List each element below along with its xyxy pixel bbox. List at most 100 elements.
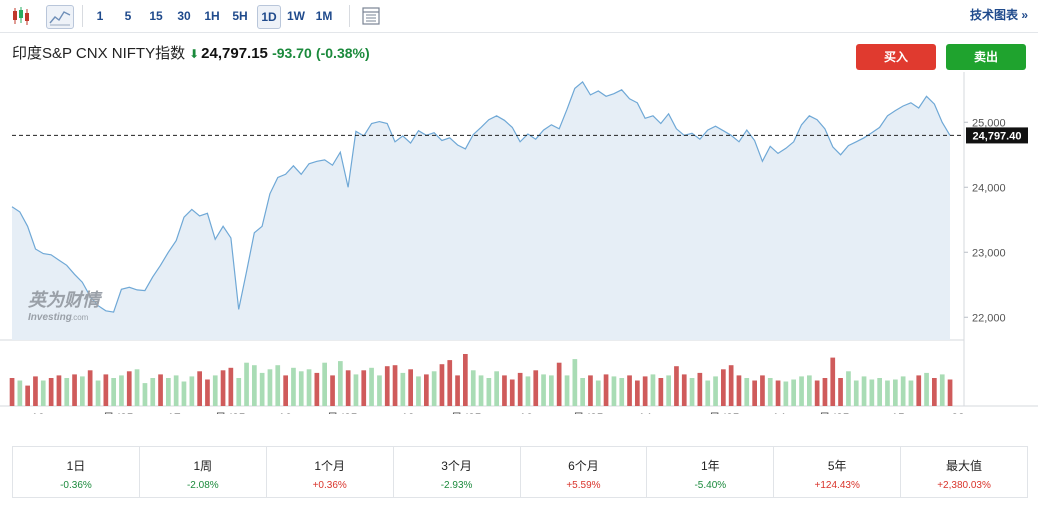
period-1m[interactable]: 1M xyxy=(315,9,333,23)
volume-bar xyxy=(635,380,640,406)
volume-bar xyxy=(80,376,85,406)
volume-bar xyxy=(439,364,445,406)
volume-bar xyxy=(181,381,187,406)
volume-bar xyxy=(502,375,507,406)
volume-bar xyxy=(291,367,296,406)
perf-cell[interactable]: 1个月 +0.36% xyxy=(267,447,394,497)
price-line xyxy=(11,80,951,313)
period-1h[interactable]: 1H xyxy=(204,9,220,23)
perf-value: +2,380.03% xyxy=(937,480,991,491)
volume-bar xyxy=(283,375,288,406)
volume-bar xyxy=(713,376,718,406)
volume-bar xyxy=(111,378,116,406)
y-tick-label: 22,000 xyxy=(972,312,1006,324)
volume-bar xyxy=(392,365,398,406)
volume-bar xyxy=(564,375,570,406)
period-30min[interactable]: 30 xyxy=(177,9,191,23)
period-1d[interactable]: 1D xyxy=(257,5,281,29)
perf-value: -2.08% xyxy=(186,480,219,491)
volume-bar xyxy=(642,376,648,406)
watermark-cn: 英为财情 xyxy=(28,290,103,310)
volume-bar xyxy=(588,375,593,406)
table-view-icon[interactable] xyxy=(360,5,386,27)
volume-bar xyxy=(119,375,124,406)
volume-bar xyxy=(33,376,38,406)
technical-chart-link[interactable]: 技术图表 » xyxy=(970,6,1028,23)
volume-bar xyxy=(478,375,484,406)
buy-button[interactable]: 买入 xyxy=(856,44,936,70)
perf-cell[interactable]: 5年 +124.43% xyxy=(774,447,902,497)
perf-cell[interactable]: 最大值 +2,380.03% xyxy=(901,447,1027,497)
volume-bar xyxy=(869,379,875,406)
volume-bar xyxy=(197,371,202,406)
volume-bar xyxy=(853,380,859,406)
candlestick-icon[interactable] xyxy=(8,5,34,27)
x-tick-label: 14 xyxy=(638,411,652,414)
volume-bar xyxy=(72,374,77,406)
volume-bar xyxy=(330,375,335,406)
volume-bar xyxy=(400,372,406,406)
volume-bar xyxy=(189,376,195,406)
perf-value: -0.36% xyxy=(60,480,92,491)
period-1w[interactable]: 1W xyxy=(287,9,305,23)
volume-bar xyxy=(807,375,812,406)
period-15min[interactable]: 15 xyxy=(149,9,163,23)
perf-label: 1周 xyxy=(193,459,213,473)
volume-bar xyxy=(56,375,62,406)
volume-bar xyxy=(345,370,351,406)
x-tick-label: 19 xyxy=(401,411,415,414)
volume-bar xyxy=(939,374,945,406)
volume-bar xyxy=(205,379,210,406)
perf-label: 5年 xyxy=(827,459,847,473)
x-tick-label: 17 xyxy=(167,411,181,414)
perf-label: 1日 xyxy=(66,459,86,473)
volume-bar xyxy=(424,374,429,406)
perf-value: -5.40% xyxy=(694,480,727,491)
sell-button[interactable]: 卖出 xyxy=(946,44,1026,70)
perf-cell[interactable]: 3个月 -2.93% xyxy=(394,447,521,497)
volume-bar xyxy=(681,374,687,406)
volume-bar xyxy=(369,367,374,406)
volume-bar xyxy=(259,372,265,406)
volume-bar xyxy=(416,376,421,406)
volume-bar xyxy=(142,383,148,406)
volume-bar xyxy=(470,370,476,406)
volume-bar xyxy=(814,380,820,406)
volume-bar xyxy=(627,375,632,406)
period-5h[interactable]: 5H xyxy=(232,9,248,23)
volume-bar xyxy=(509,379,515,406)
volume-bar xyxy=(494,371,499,406)
x-tick-label: 16 xyxy=(519,411,533,414)
period-5min[interactable]: 5 xyxy=(124,9,132,23)
price-chart: 25,000 24,000 23,000 22,000 24,797.40 10 月 '25… xyxy=(0,72,1038,414)
perf-value: -2.93% xyxy=(440,480,473,491)
volume-bar xyxy=(9,378,15,406)
chart-toolbar: 1 5 15 30 1H 5H 1D 1W 1M 技术图表 » xyxy=(0,0,1038,33)
perf-label: 1年 xyxy=(700,459,720,473)
volume-bar xyxy=(861,376,867,406)
volume-bar xyxy=(322,362,327,406)
perf-value: +0.36% xyxy=(312,480,347,491)
y-tick-label: 25,000 xyxy=(972,117,1006,129)
volume-bar xyxy=(314,372,320,406)
perf-label: 最大值 xyxy=(946,459,983,473)
volume-bar xyxy=(431,371,437,406)
price-area xyxy=(12,81,950,341)
volume-bar xyxy=(244,362,249,406)
volume-bar xyxy=(306,369,312,406)
perf-cell[interactable]: 1年 -5.40% xyxy=(647,447,775,497)
instrument-name: 印度S&P CNX NIFTY指数 xyxy=(12,45,186,62)
period-1min[interactable]: 1 xyxy=(96,9,104,23)
area-chart-icon[interactable] xyxy=(46,5,74,29)
current-price-label: 24,797.40 xyxy=(973,130,1022,142)
volume-bar xyxy=(760,375,765,406)
volume-bar xyxy=(173,375,179,406)
perf-cell[interactable]: 1周 -2.08% xyxy=(140,447,267,497)
volume-bar xyxy=(64,378,70,406)
perf-cell[interactable]: 6个月 +5.59% xyxy=(521,447,648,497)
perf-cell[interactable]: 1日 -0.36% xyxy=(13,447,140,497)
y-tick-label: 23,000 xyxy=(972,247,1006,259)
volume-bar xyxy=(549,375,554,406)
volume-bar xyxy=(103,374,109,406)
volume-bar xyxy=(650,374,656,406)
